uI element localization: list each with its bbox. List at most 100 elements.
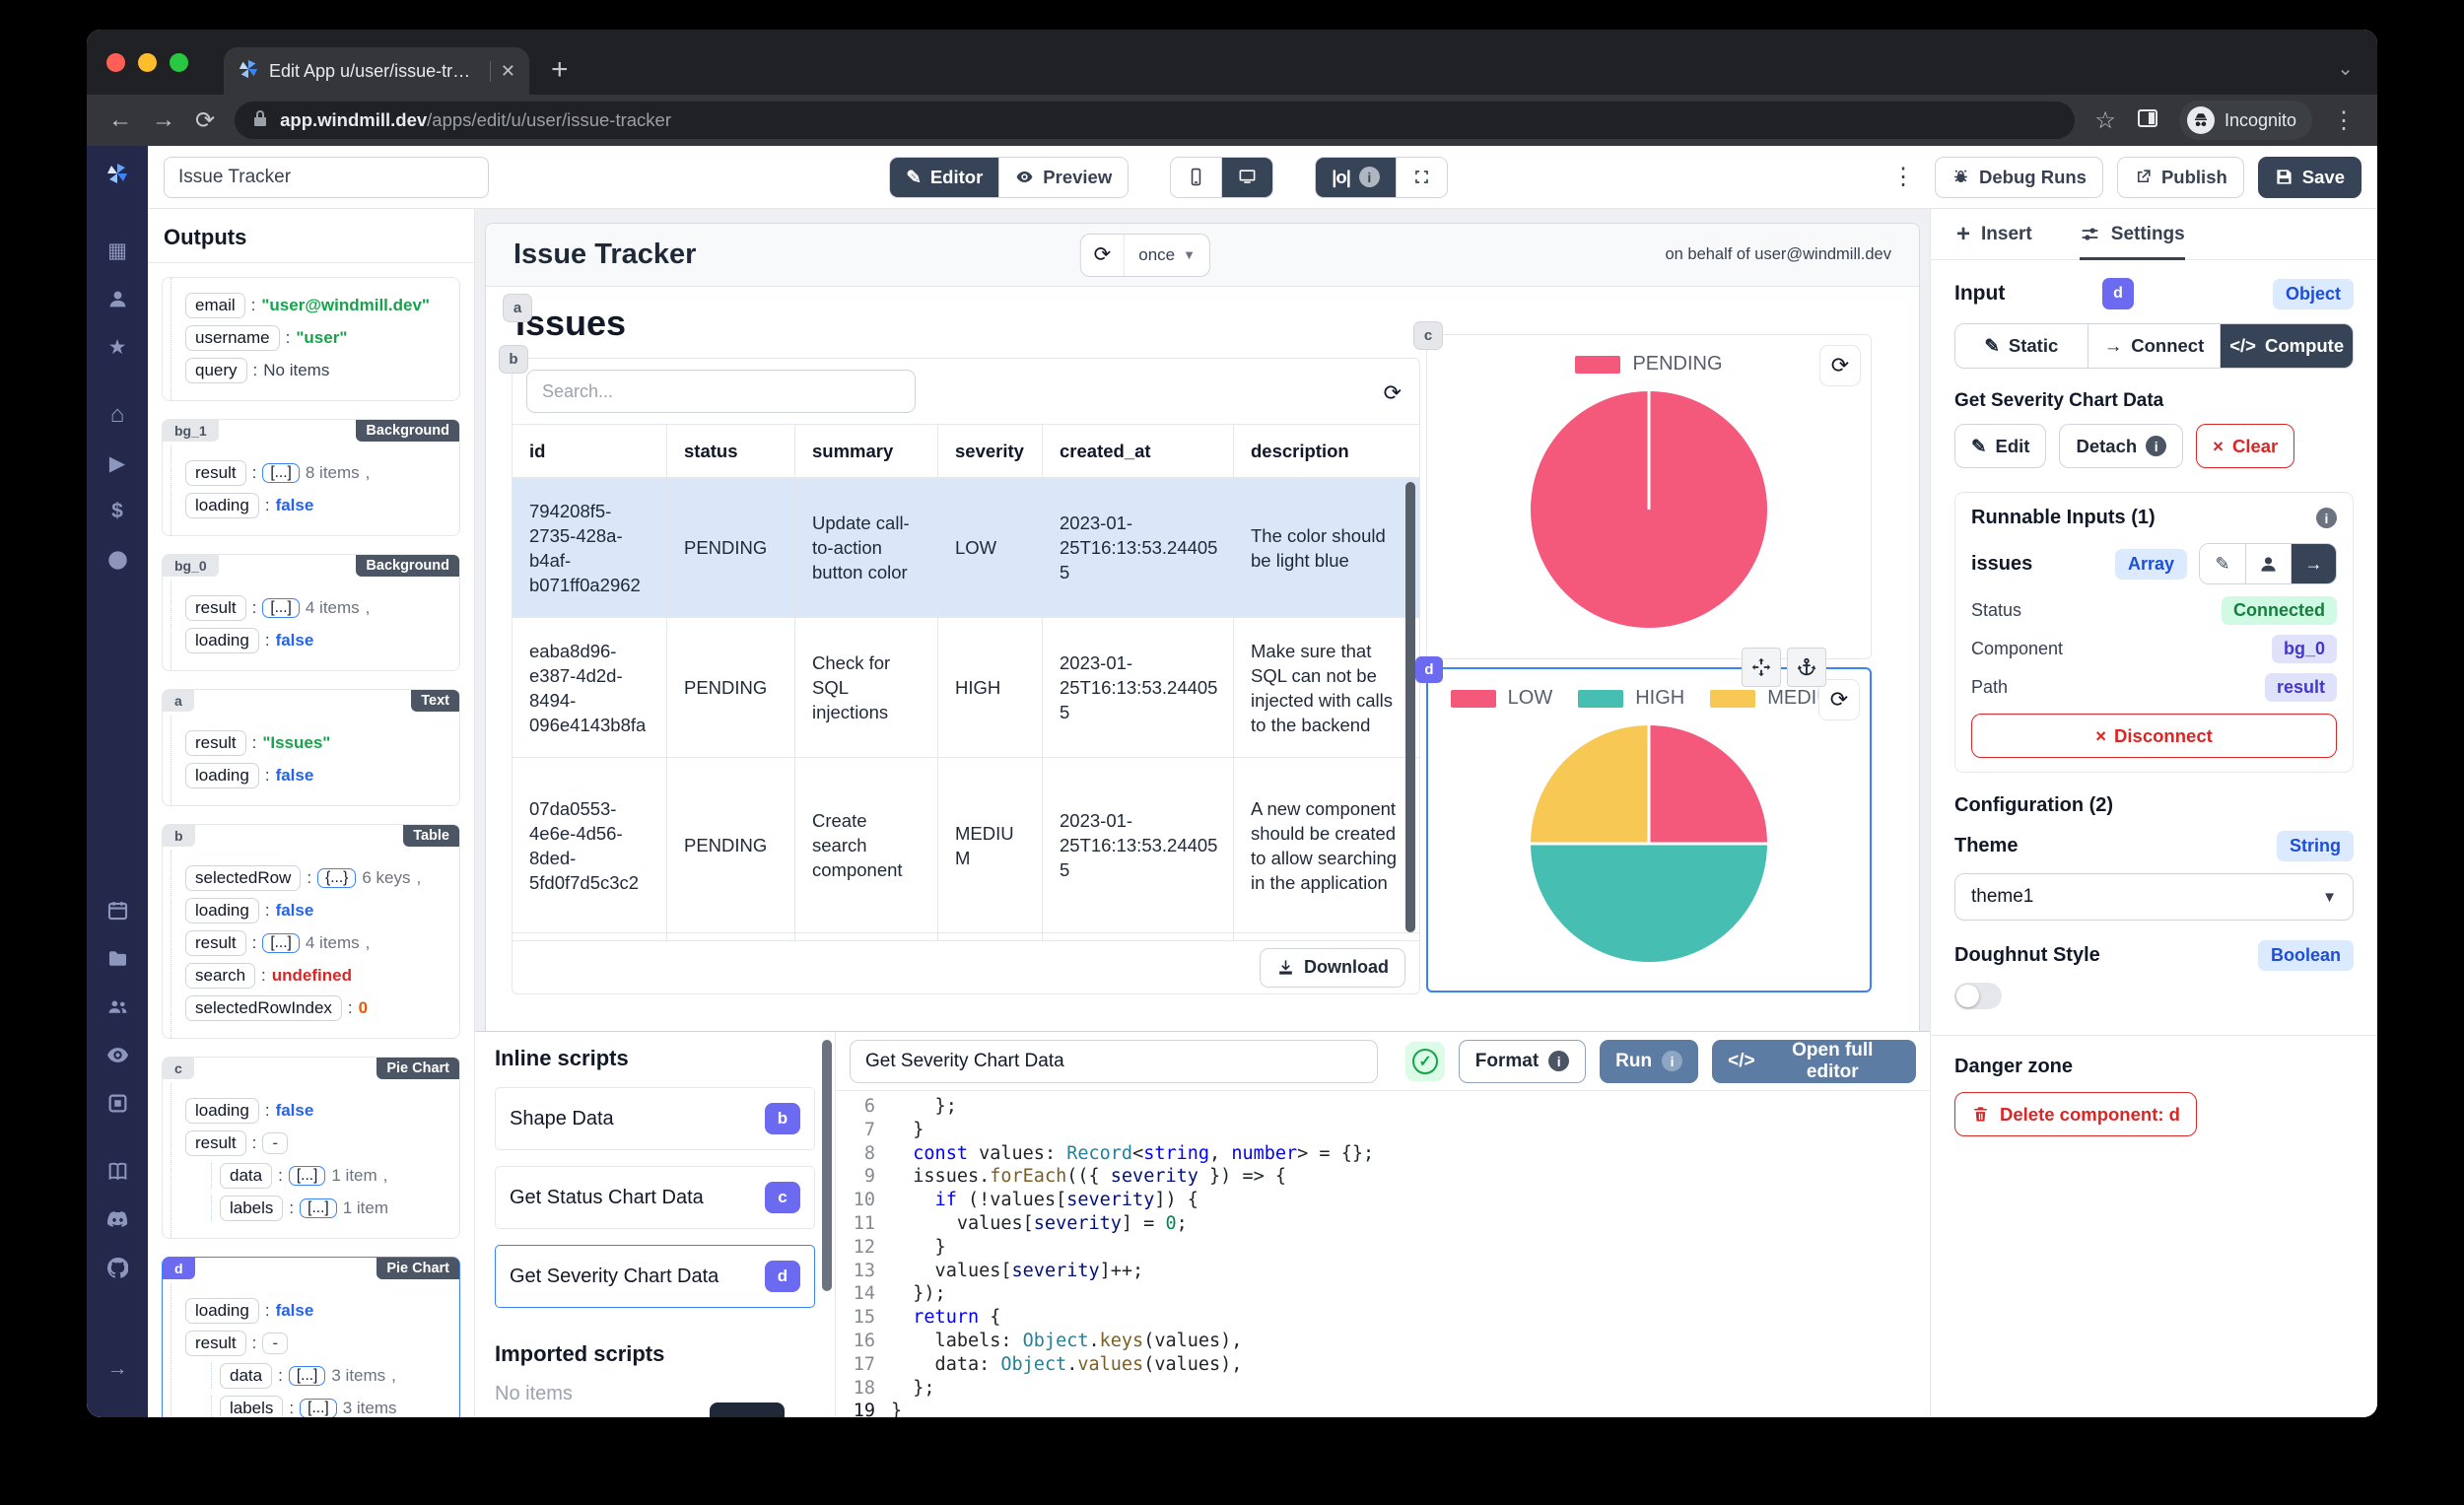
search-tabs-icon[interactable]: ⌄ [2337,58,2354,80]
debug-runs-button[interactable]: Debug Runs [1935,156,2103,198]
output-key[interactable]: labels [220,1196,284,1221]
output-row[interactable]: result: - [185,1130,449,1156]
workers-icon[interactable] [105,1091,129,1115]
component-tag-b[interactable]: b [500,346,527,373]
component-tag[interactable]: bg_0 [163,555,219,577]
bookmark-star-icon[interactable]: ☆ [2094,106,2116,134]
output-key[interactable]: search [185,963,256,989]
output-value[interactable]: [...] [288,1366,326,1386]
new-tab-button[interactable]: + [551,53,569,86]
clear-script-button[interactable]: × Clear [2196,424,2295,468]
reload-icon[interactable]: ⟳ [195,106,216,134]
path-value-badge[interactable]: result [2264,673,2337,702]
output-key[interactable]: loading [185,628,259,653]
url-bar[interactable]: app.windmill.dev/apps/edit/u/user/issue-… [235,102,2076,139]
windmill-logo[interactable] [105,162,129,185]
output-row[interactable]: result: [...] 8 items, [185,460,449,486]
output-value[interactable]: [...] [300,1198,337,1218]
output-row[interactable]: loading: false [185,763,449,788]
output-key[interactable]: data [220,1363,273,1389]
open-full-editor-button[interactable]: </> Open full editor [1712,1039,1916,1083]
output-key[interactable]: username [185,325,280,351]
close-window-button[interactable] [106,52,125,72]
chart-refresh-button[interactable]: ⟳ [1818,679,1860,720]
output-value[interactable]: [...] [262,463,300,483]
delete-component-button[interactable]: Delete component: d [1954,1092,2197,1136]
browser-menu-icon[interactable]: ⋮ [2332,106,2356,134]
detach-script-button[interactable]: Detach i [2059,424,2184,468]
output-row[interactable]: loading: false [185,898,449,924]
table-search-input[interactable] [526,370,916,413]
output-row[interactable]: result: [...] 4 items, [185,595,449,621]
table-row[interactable]: eaba8d96-e387-4d2d-8494-096e4143b8fa PEND… [513,618,1419,758]
drag-handle[interactable] [710,1402,785,1417]
side-panel-icon[interactable] [2136,106,2159,135]
compute-mode-button[interactable]: </> Compute [2220,324,2353,368]
output-row[interactable]: result: - [185,1331,449,1356]
output-key[interactable]: labels [220,1396,284,1417]
doughnut-toggle[interactable] [1954,983,2002,1009]
output-value[interactable]: [...] [300,1399,337,1417]
output-key[interactable]: selectedRowIndex [185,995,342,1021]
output-row[interactable]: query: No items [185,358,449,383]
output-key[interactable]: result [185,595,246,621]
move-component-handle[interactable] [1742,648,1781,687]
output-key[interactable]: result [185,730,246,756]
output-key[interactable]: result [185,460,246,486]
output-key[interactable]: email [185,293,245,318]
audit-logs-icon[interactable] [105,1043,129,1066]
output-key[interactable]: loading [185,898,259,924]
output-key[interactable]: query [185,358,247,383]
column-header[interactable]: summary [795,425,938,477]
output-row[interactable]: loading: false [185,1098,449,1124]
table-row[interactable]: 794208f5-2735-428a-b4af-b071ff0a2962 PEND… [513,478,1419,618]
component-tag-a[interactable]: a [504,295,531,321]
schedule-dropdown[interactable]: once ▼ [1138,244,1197,264]
column-header[interactable]: id [513,425,667,477]
output-key[interactable]: loading [185,493,259,518]
output-row[interactable]: selectedRow: {...} 6 keys, [185,865,449,891]
tab-settings[interactable]: Settings [2079,209,2185,260]
output-row[interactable]: labels: [...] 3 items [211,1396,449,1417]
column-header[interactable]: created_at [1043,425,1234,477]
folders-icon[interactable] [105,946,129,970]
output-row[interactable]: search: undefined [185,963,449,989]
github-icon[interactable] [105,1256,129,1279]
runs-icon[interactable]: ▶ [108,451,126,475]
desktop-view-button[interactable] [1221,157,1273,197]
home-icon[interactable]: ⌂ [109,401,125,428]
table-refresh-icon[interactable]: ⟳ [1383,380,1402,405]
output-row[interactable]: labels: [...] 1 item [211,1196,449,1221]
docs-icon[interactable] [105,1159,129,1183]
anchor-icon[interactable] [1787,648,1826,687]
edit-script-button[interactable]: ✎ Edit [1954,424,2047,468]
forward-icon[interactable]: → [152,106,175,133]
pie-chart-status[interactable]: c PENDING ⟳ [1414,322,1872,659]
output-row[interactable]: username: "user" [185,325,449,351]
component-tag[interactable]: b [163,825,195,847]
output-row[interactable]: loading: false [185,628,449,653]
output-key[interactable]: data [220,1163,273,1189]
more-menu-icon[interactable]: ⋮ [1891,164,1916,190]
output-key[interactable]: selectedRow [185,865,302,891]
theme-select[interactable]: theme1 ▼ [1954,873,2354,921]
tab-close-icon[interactable]: ✕ [489,60,515,82]
collapse-sidebar-icon[interactable]: → [106,1357,128,1380]
component-tag-d[interactable]: d [1415,656,1443,683]
component-tag[interactable]: d [163,1258,195,1279]
component-tag[interactable]: c [163,1058,194,1079]
output-key[interactable]: loading [185,1298,259,1324]
output-key[interactable]: result [185,1130,246,1156]
discord-icon[interactable] [105,1207,129,1231]
output-key[interactable]: result [185,1331,246,1356]
maximize-window-button[interactable] [170,52,188,72]
output-row[interactable]: result: [...] 4 items, [185,930,449,956]
scripts-scrollbar[interactable] [822,1040,832,1291]
connect-field-button[interactable]: → [2291,544,2336,583]
output-row[interactable]: loading: false [185,493,449,518]
static-mode-button[interactable]: ✎ Static [1955,324,2088,368]
tab-insert[interactable]: + Insert [1956,220,2032,247]
output-row[interactable]: loading: false [185,1298,449,1324]
connect-mode-button[interactable]: → Connect [2087,324,2221,368]
